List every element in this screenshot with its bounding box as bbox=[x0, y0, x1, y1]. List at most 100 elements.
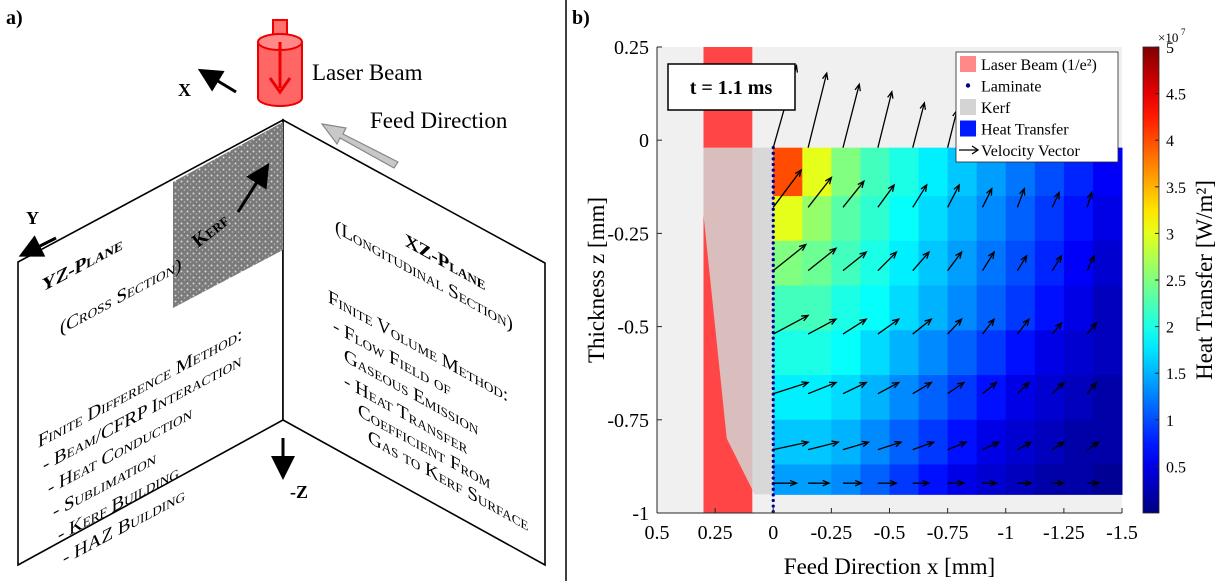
x-tick-label: 0.5 bbox=[645, 522, 670, 544]
heat-cell bbox=[947, 240, 978, 287]
y-tick-label: -0.75 bbox=[607, 410, 649, 432]
heat-cell bbox=[773, 285, 803, 331]
heat-cell bbox=[1063, 330, 1094, 376]
legend-box bbox=[955, 51, 1119, 163]
colorbar-multiplier: ×10 bbox=[1158, 30, 1178, 45]
velocity-vector bbox=[912, 479, 931, 487]
heat-cell bbox=[1092, 196, 1123, 242]
z-axis-label: -Z bbox=[290, 482, 308, 502]
velocity-vector bbox=[912, 183, 928, 208]
annotation-box bbox=[667, 63, 796, 111]
heat-cell bbox=[947, 196, 978, 242]
velocity-vector bbox=[807, 176, 833, 208]
colorbar-tick-label: 0.5 bbox=[1166, 459, 1186, 476]
heat-cell bbox=[831, 240, 861, 287]
heat-cell bbox=[1063, 464, 1094, 495]
laser-icon bbox=[257, 19, 303, 107]
heat-cell bbox=[1034, 196, 1065, 242]
y-tick-label: -0.25 bbox=[607, 223, 649, 245]
velocity-vector bbox=[1016, 254, 1028, 272]
heat-cell bbox=[860, 330, 890, 376]
x-tick-label: -1.25 bbox=[1043, 522, 1085, 544]
kerf-arrow bbox=[236, 162, 270, 213]
heat-cell bbox=[976, 419, 1007, 466]
velocity-vector bbox=[947, 317, 963, 335]
velocity-vector bbox=[773, 440, 810, 451]
velocity-vector bbox=[877, 440, 903, 451]
annotation: t = 1.1 ms bbox=[690, 77, 773, 99]
heat-cell bbox=[918, 464, 949, 495]
velocity-vector bbox=[1017, 479, 1033, 487]
x-tick-label: -0.25 bbox=[811, 522, 853, 544]
velocity-vector bbox=[912, 381, 933, 395]
velocity-vector bbox=[981, 187, 993, 208]
y-tick-label: 0.25 bbox=[614, 37, 649, 59]
legend-label: Velocity Vector bbox=[981, 143, 1080, 160]
heat-cell bbox=[1092, 240, 1123, 287]
velocity-vector bbox=[1051, 190, 1060, 208]
x-axis-label: Feed Direction x [mm] bbox=[784, 554, 995, 579]
velocity-vector bbox=[1086, 190, 1094, 208]
velocity-vector bbox=[1087, 479, 1101, 487]
velocity-vector bbox=[877, 250, 898, 272]
heat-cell bbox=[918, 285, 949, 331]
legend-swatch bbox=[960, 120, 976, 137]
heat-cell bbox=[1034, 375, 1065, 421]
heat-cell bbox=[831, 285, 861, 331]
colorbar-tick-label: 1 bbox=[1166, 413, 1174, 430]
heat-cell bbox=[1063, 375, 1094, 421]
heat-cell bbox=[1092, 464, 1123, 495]
x-tick-label: 0.25 bbox=[698, 522, 733, 544]
heat-cell bbox=[1063, 240, 1094, 287]
velocity-vector bbox=[807, 71, 829, 148]
velocity-vector bbox=[842, 381, 868, 395]
heat-cell bbox=[1034, 464, 1065, 495]
heat-cell bbox=[889, 419, 920, 466]
heat-cell bbox=[831, 464, 861, 495]
velocity-vector bbox=[912, 318, 933, 335]
velocity-vector bbox=[912, 441, 936, 451]
colorbar-tick-label: 1.5 bbox=[1166, 366, 1186, 383]
colorbar-exponent: 7 bbox=[1181, 27, 1186, 37]
heat-cell bbox=[1005, 240, 1036, 287]
heat-cell bbox=[918, 375, 949, 421]
velocity-vector bbox=[842, 440, 871, 451]
heat-cell bbox=[773, 375, 803, 421]
velocity-vector bbox=[877, 318, 901, 335]
velocity-vector bbox=[1086, 441, 1101, 451]
x-axis-label: X bbox=[178, 80, 191, 100]
heat-cell bbox=[860, 285, 890, 331]
velocity-vector bbox=[877, 381, 901, 395]
heat-cell bbox=[860, 419, 890, 466]
panel-a: a) Kerf Laser Beam X Feed Direction Y -Z… bbox=[6, 7, 546, 569]
heat-cell bbox=[831, 330, 861, 376]
feed-arrow bbox=[320, 123, 399, 169]
velocity-vector bbox=[1016, 381, 1031, 395]
y-axis-label: Thickness z [mm] bbox=[584, 197, 609, 363]
velocity-vector bbox=[1051, 381, 1066, 395]
velocity-vector bbox=[772, 314, 810, 335]
heat-cell bbox=[889, 330, 920, 376]
heat-cell bbox=[831, 375, 861, 421]
heat-cell bbox=[1034, 240, 1065, 287]
legend-swatch bbox=[965, 83, 971, 88]
heat-cell bbox=[1063, 419, 1094, 466]
y-tick-label: -1 bbox=[632, 503, 649, 525]
velocity-vector bbox=[842, 179, 865, 208]
velocity-vector bbox=[877, 479, 899, 487]
heat-cell bbox=[889, 375, 920, 421]
x-tick-label: 0 bbox=[768, 522, 778, 544]
velocity-vector bbox=[842, 250, 868, 272]
velocity-vector bbox=[877, 183, 896, 208]
velocity-vector bbox=[772, 168, 803, 208]
velocity-vector bbox=[947, 479, 966, 487]
velocity-vector bbox=[1086, 381, 1098, 395]
colorbar-tick-label: 5 bbox=[1166, 40, 1174, 57]
velocity-vector bbox=[1086, 254, 1095, 271]
velocity-vector bbox=[982, 441, 1001, 451]
legend-label: Heat Transfer bbox=[981, 122, 1069, 139]
velocity-vector bbox=[1017, 441, 1033, 451]
velocity-vector bbox=[842, 82, 861, 148]
velocity-vector bbox=[807, 381, 838, 395]
